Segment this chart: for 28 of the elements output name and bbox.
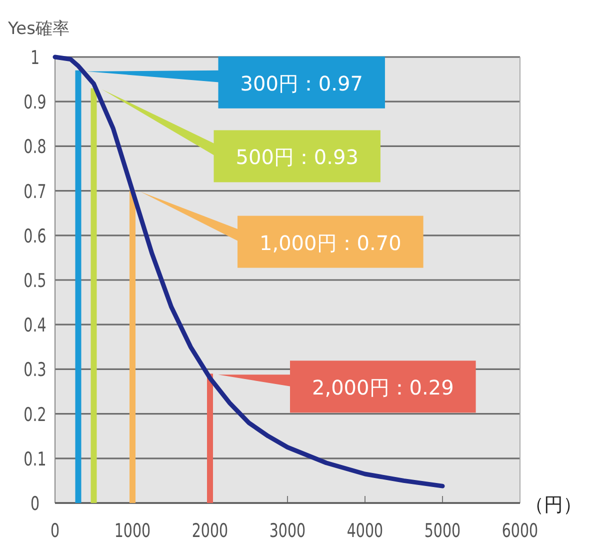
y-tick-label: 1 <box>30 46 40 69</box>
y-tick-label: 0.7 <box>24 180 46 202</box>
y-tick-label: 0.8 <box>24 135 46 158</box>
annotation: 2,000円：0.29 <box>312 376 454 400</box>
bar <box>90 88 97 503</box>
y-axis-title: Yes確率 <box>7 19 70 39</box>
x-tick-label: 5000 <box>424 518 461 542</box>
callout: 1,000円：0.70 <box>140 192 424 268</box>
y-tick-label: 0.3 <box>24 358 46 381</box>
annotation: 500円：0.93 <box>236 145 358 170</box>
bar <box>75 70 82 503</box>
y-tick-label: 0 <box>30 492 40 515</box>
y-tick-label: 0.9 <box>24 90 46 114</box>
y-tick-label: 0.5 <box>24 268 46 292</box>
y-tick-label: 0.6 <box>24 224 46 247</box>
y-tick-label: 0.2 <box>24 402 46 426</box>
x-tick-label: 4000 <box>346 518 384 542</box>
x-tick-label: 3000 <box>269 518 306 542</box>
x-tick-label: 1000 <box>114 518 151 542</box>
x-tick-label: 2000 <box>192 518 228 542</box>
y-tick-label: 0.1 <box>24 447 46 470</box>
callout: 2,000円：0.29 <box>218 360 476 413</box>
x-tick-label: 6000 <box>502 518 538 542</box>
y-tick-label: 0.4 <box>24 314 46 336</box>
bar <box>130 190 136 503</box>
bar <box>207 374 213 503</box>
annotation: 1,000円：0.70 <box>260 230 402 255</box>
x-axis-title: （円） <box>525 494 582 516</box>
